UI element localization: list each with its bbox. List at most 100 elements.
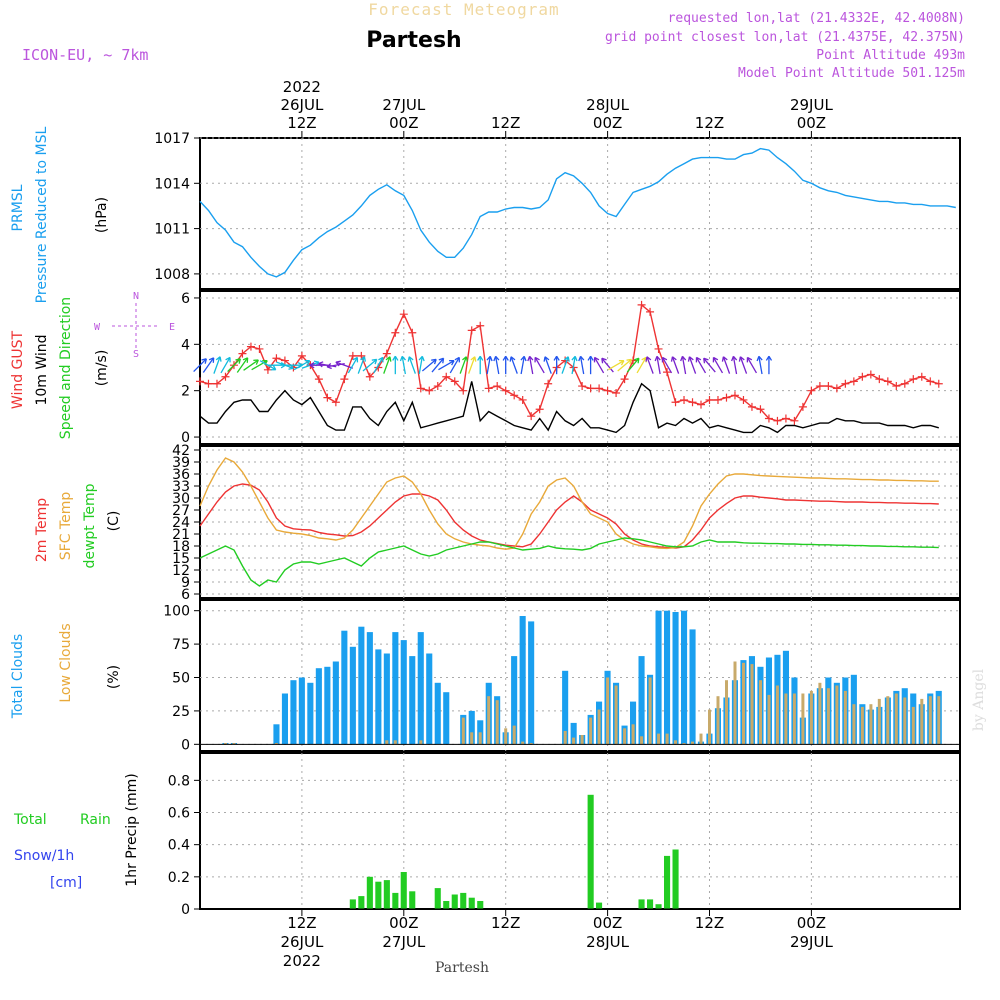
gust-marker <box>756 405 765 414</box>
wind-arrow-head <box>215 356 222 362</box>
ytick-label: 1014 <box>154 176 190 192</box>
bar-low-clouds <box>512 725 516 745</box>
bar-low-clouds <box>928 696 932 745</box>
bar-low-clouds <box>903 697 907 745</box>
location-title: Partesh <box>366 28 461 53</box>
wind-arrow-head <box>553 355 560 361</box>
wind-ylabel-gust: Wind GUST <box>10 330 26 409</box>
wind-arrow-head <box>520 355 527 362</box>
ytick-label: 100 <box>163 604 190 620</box>
wind-arrow <box>681 356 687 375</box>
bar-low-clouds <box>759 680 762 745</box>
bar-total-clouds <box>358 626 365 745</box>
gust-marker <box>527 412 536 421</box>
bar-total-clouds <box>290 680 297 745</box>
bar-total-clouds <box>392 632 399 745</box>
wind-arrow <box>520 356 525 375</box>
gust-marker <box>459 386 468 395</box>
bar-low-clouds <box>775 685 779 745</box>
top-axis-label: 29JUL <box>790 96 833 114</box>
gust-marker <box>892 382 901 391</box>
bar-low-clouds <box>640 736 644 745</box>
bar-low-clouds <box>894 693 898 745</box>
precip-label-snow: Snow/1h <box>14 848 74 864</box>
bar-total-rain <box>358 896 365 909</box>
gust-marker <box>688 398 697 407</box>
ytick-label: 9 <box>181 575 190 591</box>
wind-arrow <box>383 356 391 374</box>
top-axis-label: 26JUL <box>280 96 323 114</box>
ytick-label: 1008 <box>154 267 190 283</box>
bar-low-clouds <box>665 733 669 745</box>
bar-total-clouds <box>341 630 348 745</box>
wind-arrow-head <box>399 355 407 362</box>
wind-arrow <box>438 360 455 371</box>
wind-arrow <box>213 356 221 374</box>
wind-arrow <box>594 357 605 374</box>
gust-marker <box>739 395 748 404</box>
bottom-axis-label: 00Z <box>593 914 622 932</box>
bar-low-clouds <box>725 680 728 745</box>
bar-total-clouds <box>672 612 679 745</box>
bar-total-clouds <box>689 629 696 745</box>
bar-total-clouds <box>417 632 424 745</box>
bar-low-clouds <box>224 743 227 745</box>
wind-arrow <box>626 357 640 373</box>
gust-marker <box>781 414 790 423</box>
wind-arrow-head <box>304 359 311 366</box>
bar-total-clouds <box>315 668 322 745</box>
wind-arrow-head <box>352 356 359 363</box>
ytick-label: 6 <box>181 291 190 307</box>
clouds-panel: 0 25 50 75 100 <box>163 599 961 753</box>
wind-arrow <box>408 356 416 374</box>
ytick-label: 42 <box>172 443 190 459</box>
ytick-label: 30 <box>172 491 190 507</box>
bar-low-clouds <box>792 693 796 745</box>
wind-arrow-head <box>509 356 516 362</box>
ytick-label: 0 <box>181 737 190 753</box>
wind-arrow <box>703 357 716 373</box>
footer-location: Partesh <box>435 960 489 976</box>
wind-arrow-head <box>493 355 500 362</box>
point-altitude: Point Altitude 493m <box>816 48 965 63</box>
bar-low-clouds <box>733 661 737 745</box>
bar-low-clouds <box>911 706 915 745</box>
gust-marker <box>595 384 604 393</box>
bar-total-clouds <box>570 722 577 745</box>
bar-low-clouds <box>937 696 941 745</box>
pressure-axis-labels: PRMSL Pressure Reduced to MSL (hPa) <box>10 126 110 303</box>
bar-low-clouds <box>461 717 465 745</box>
wind-arrow-head <box>654 355 661 362</box>
pressure-ylabel-1: PRMSL <box>10 184 26 231</box>
gust-marker <box>323 393 332 402</box>
gust-marker <box>416 384 425 393</box>
wind-arrow-head <box>318 361 324 368</box>
bar-total-clouds <box>468 710 475 745</box>
gust-marker <box>348 351 357 360</box>
wind-arrow <box>671 356 680 374</box>
bar-low-clouds <box>835 685 839 745</box>
bar-low-clouds <box>529 743 533 745</box>
pressure-panel: 1008 1011 1014 1017 <box>154 131 961 290</box>
top-axis-label: 12Z <box>491 114 520 132</box>
bar-total-clouds <box>434 682 441 745</box>
gust-marker <box>909 375 918 384</box>
wind-arrow-head <box>712 356 719 363</box>
series-line-sfc-temp <box>199 457 939 550</box>
gust-marker <box>654 344 663 353</box>
wind-arrow-head <box>746 356 753 363</box>
top-axis-label: 2022 <box>283 78 321 96</box>
bar-total-clouds <box>349 646 356 745</box>
panel-frame <box>199 290 961 445</box>
ytick-label: 21 <box>172 527 190 543</box>
gust-marker <box>246 342 255 351</box>
bar-total-clouds <box>638 656 645 745</box>
bar-total-rain <box>375 881 382 909</box>
bar-low-clouds <box>572 737 576 745</box>
bar-total-rain <box>400 872 407 909</box>
wind-arrow-head <box>587 355 594 361</box>
gust-marker <box>544 379 553 388</box>
wind-arrow <box>362 358 378 372</box>
chart-subtitle: Forecast Meteogram <box>368 0 559 19</box>
bar-total-rain <box>460 892 467 909</box>
